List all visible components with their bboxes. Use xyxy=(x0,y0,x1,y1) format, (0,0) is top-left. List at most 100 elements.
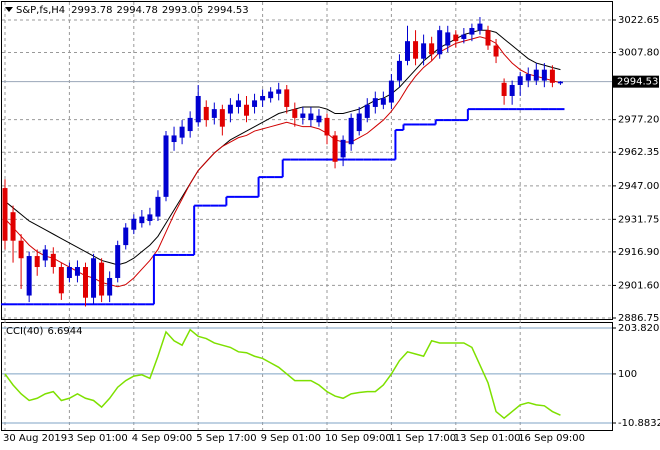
candle-body xyxy=(421,43,427,59)
candle-body xyxy=(131,218,137,230)
last-price-label: 2994.53 xyxy=(617,77,658,88)
indicator-frame xyxy=(1,322,613,431)
menu-triangle xyxy=(5,7,13,12)
candle-body xyxy=(34,256,40,268)
candle-body xyxy=(509,85,515,96)
candle-body xyxy=(292,109,298,118)
candle-body xyxy=(388,80,394,103)
y-tick-label: 100 xyxy=(618,369,637,380)
candle-body xyxy=(308,113,314,121)
candle-body xyxy=(26,256,32,296)
candle-body xyxy=(147,214,153,221)
x-tick-label: 13 Sep 01:00 xyxy=(454,433,521,444)
chart-title: S&P,fs,H4 xyxy=(16,5,65,16)
candle-body xyxy=(219,109,225,127)
moving-average xyxy=(4,29,561,266)
candle-body xyxy=(50,253,56,268)
x-tick-label: 30 Aug 2019 xyxy=(3,433,67,444)
last-price-box xyxy=(613,75,659,88)
y-tick-label: -10.8832 xyxy=(618,418,660,429)
candle-body xyxy=(260,95,266,101)
candle-body xyxy=(58,267,64,294)
indicator-title: CCI(40) xyxy=(6,326,44,337)
candle-body xyxy=(235,100,241,107)
candle-body xyxy=(348,117,354,145)
y-tick-label: 2962.35 xyxy=(618,147,659,158)
candle-body xyxy=(284,89,290,107)
candle-body xyxy=(340,139,346,158)
candle-body xyxy=(525,74,531,81)
indicator-header: CCI(40) 6.6944 xyxy=(6,326,82,337)
candle-body xyxy=(18,240,24,259)
candle-body xyxy=(364,104,370,118)
candle-body xyxy=(163,135,169,197)
candle-body xyxy=(244,104,249,116)
indicator-value: 6.6944 xyxy=(47,326,82,337)
candle-body xyxy=(203,106,209,121)
candle-body xyxy=(300,113,306,118)
x-tick-label: 3 Sep 01:00 xyxy=(67,433,127,444)
x-tick-label: 11 Sep 17:00 xyxy=(389,433,456,444)
candle-body xyxy=(171,135,177,143)
candle-body xyxy=(356,113,362,132)
candle-body xyxy=(276,89,282,94)
candle-body xyxy=(405,41,410,61)
candle-body xyxy=(91,258,97,298)
candle-body xyxy=(187,117,193,132)
moving-average xyxy=(4,36,561,288)
candle-body xyxy=(485,30,491,46)
candle-body xyxy=(155,196,161,217)
candle-body xyxy=(332,135,338,162)
candle-body xyxy=(195,95,201,123)
chart-header: S&P,fs,H4 2993.78 2994.78 2993.05 2994.53 xyxy=(16,5,249,16)
candle-body xyxy=(42,249,48,261)
candle-body xyxy=(541,69,547,81)
y-tick-label: 2901.60 xyxy=(618,280,659,291)
candle-body xyxy=(380,98,386,105)
y-tick-label: 3007.80 xyxy=(618,48,659,59)
candle-body xyxy=(469,27,475,35)
ohlc-high: 2994.78 xyxy=(117,5,158,16)
ohlc-open: 2993.78 xyxy=(71,5,112,16)
candle-body xyxy=(316,115,322,123)
candle-body xyxy=(429,43,435,55)
candle-body xyxy=(453,34,459,42)
candle-body xyxy=(549,69,555,83)
y-tick-label: 2886.75 xyxy=(618,313,659,324)
y-tick-label: 2916.90 xyxy=(618,247,659,258)
candle-body xyxy=(139,216,145,224)
candle-body xyxy=(66,267,72,278)
candle-body xyxy=(2,188,8,241)
candle-body xyxy=(227,104,233,114)
candle-body xyxy=(268,91,274,99)
x-tick-label: 5 Sep 17:00 xyxy=(196,433,256,444)
candle-body xyxy=(445,32,451,46)
x-tick-label: 4 Sep 09:00 xyxy=(132,433,192,444)
ohlc-low: 2993.05 xyxy=(162,5,203,16)
candle-body xyxy=(324,117,330,136)
candle-body xyxy=(99,262,105,296)
candle-body xyxy=(461,34,467,39)
candle-body xyxy=(10,212,16,241)
candle-body xyxy=(477,23,483,31)
candle-body xyxy=(501,82,507,96)
main-frame xyxy=(1,1,613,320)
y-tick-label: 2977.20 xyxy=(618,115,659,126)
candle-body xyxy=(557,81,563,84)
candle-body xyxy=(533,69,539,81)
ohlc-close: 2994.53 xyxy=(207,5,248,16)
candle-body xyxy=(517,76,523,86)
candle-body xyxy=(211,109,217,118)
indicator-line xyxy=(4,328,561,420)
candle-body xyxy=(493,45,499,57)
candle-body xyxy=(413,41,419,59)
candle-body xyxy=(437,30,443,55)
candle-body xyxy=(83,267,88,298)
candle-body xyxy=(115,245,121,278)
x-tick-label: 10 Sep 09:00 xyxy=(325,433,392,444)
candle-body xyxy=(372,98,378,107)
y-tick-label: 2931.75 xyxy=(618,214,659,225)
